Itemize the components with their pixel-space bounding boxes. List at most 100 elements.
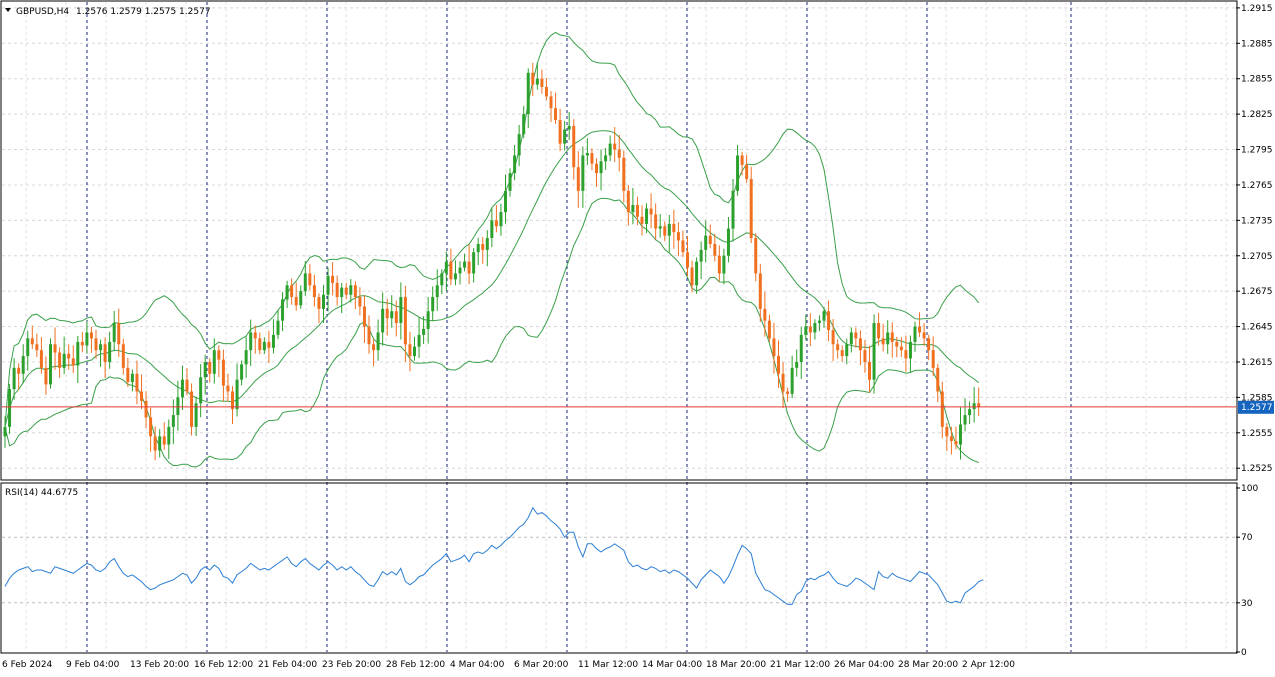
- bear-candle: [576, 167, 580, 191]
- bear-candle: [71, 358, 75, 366]
- bull-candle: [12, 367, 16, 390]
- bear-candle: [918, 326, 922, 333]
- bear-candle: [922, 332, 926, 339]
- bear-candle: [622, 157, 626, 191]
- bull-candle: [813, 323, 817, 333]
- bear-candle: [945, 426, 949, 437]
- bear-candle: [786, 391, 790, 394]
- bear-candle: [149, 417, 153, 437]
- rsi-label: RSI(14) 44.6775: [5, 488, 78, 498]
- bull-candle: [463, 261, 467, 268]
- time-tick-label: 26 Mar 04:00: [834, 660, 894, 670]
- bull-candle: [431, 297, 435, 312]
- bull-candle: [731, 190, 735, 229]
- bear-candle: [190, 391, 194, 427]
- rsi-tick-label: 30: [1241, 599, 1253, 609]
- bear-candle: [67, 353, 71, 359]
- bear-candle: [467, 261, 471, 274]
- time-tick-label: 11 Mar 12:00: [578, 660, 638, 670]
- bull-candle: [585, 153, 589, 156]
- bull-candle: [695, 261, 699, 286]
- bear-candle: [317, 297, 321, 309]
- price-tick-label: 1.2795: [1241, 146, 1273, 156]
- bull-candle: [453, 273, 457, 280]
- time-tick-label: 2 Apr 12:00: [962, 660, 1015, 670]
- bear-candle: [385, 308, 389, 319]
- bear-candle: [654, 214, 658, 229]
- rsi-tick-label: 70: [1241, 533, 1253, 543]
- bear-candle: [558, 120, 562, 144]
- bear-candle: [954, 441, 958, 445]
- bear-candle: [590, 153, 594, 164]
- bull-candle: [413, 346, 416, 357]
- bull-candle: [76, 341, 80, 366]
- bear-candle: [977, 403, 981, 407]
- price-tick-label: 1.2765: [1241, 181, 1273, 191]
- bull-candle: [968, 409, 972, 416]
- bull-candle: [240, 364, 244, 380]
- rsi-tick-label: 100: [1241, 484, 1258, 494]
- bull-candle: [299, 291, 303, 306]
- bull-candle: [349, 285, 353, 295]
- bear-candle: [827, 311, 831, 331]
- bear-candle: [44, 367, 48, 385]
- ohlc-values: 1.2576 1.2579 1.2575 1.2577: [76, 7, 211, 17]
- bull-candle: [513, 155, 517, 174]
- bear-candle: [121, 344, 125, 368]
- bear-candle: [39, 350, 43, 368]
- bear-candle: [103, 344, 107, 362]
- bear-candle: [640, 216, 644, 224]
- bull-candle: [390, 311, 394, 319]
- bear-candle: [831, 330, 835, 345]
- bull-candle: [522, 114, 526, 135]
- bear-candle: [740, 155, 744, 165]
- bull-candle: [458, 267, 462, 274]
- bull-candle: [604, 155, 608, 162]
- bear-candle: [144, 400, 148, 418]
- bear-candle: [767, 320, 771, 339]
- bear-candle: [185, 379, 189, 392]
- bear-candle: [117, 323, 121, 345]
- bear-candle: [308, 273, 312, 286]
- bear-candle: [672, 223, 676, 233]
- bull-candle: [472, 252, 476, 274]
- time-tick-label: 23 Feb 20:00: [322, 660, 381, 670]
- bull-candle: [658, 226, 662, 229]
- bear-candle: [267, 341, 271, 348]
- bull-candle: [504, 190, 507, 213]
- time-tick-label: 4 Mar 04:00: [450, 660, 505, 670]
- bull-candle: [303, 273, 307, 292]
- bull-candle: [326, 275, 330, 295]
- bear-candle: [649, 208, 653, 215]
- price-grid: [2, 2, 1236, 652]
- symbol-dropdown-icon[interactable]: [5, 8, 11, 12]
- bear-candle: [858, 338, 862, 351]
- bull-candle: [376, 332, 380, 351]
- bear-candle: [94, 338, 98, 351]
- bear-candle: [372, 344, 376, 351]
- bear-candle: [531, 72, 535, 85]
- bull-candle: [180, 379, 184, 398]
- bear-candle: [927, 338, 931, 351]
- bull-candle: [276, 320, 280, 335]
- bear-candle: [781, 373, 785, 392]
- bear-candle: [403, 297, 407, 345]
- bear-candle: [253, 332, 257, 339]
- bear-candle: [777, 356, 780, 374]
- time-tick-label: 28 Mar 20:00: [898, 660, 958, 670]
- price-panel-frame: [0, 0, 1238, 481]
- time-tick-label: 21 Mar 12:00: [770, 660, 830, 670]
- bear-candle: [808, 326, 812, 333]
- bull-candle: [886, 332, 890, 345]
- bear-candle: [936, 367, 940, 392]
- bear-candle: [676, 232, 680, 241]
- bull-candle: [526, 72, 530, 115]
- price-tick-label: 1.2705: [1241, 252, 1273, 262]
- bear-candle: [449, 261, 453, 280]
- bull-candle: [85, 332, 89, 346]
- price-tick-label: 1.2615: [1241, 358, 1273, 368]
- bull-candle: [435, 285, 439, 298]
- time-tick-label: 18 Mar 20:00: [706, 660, 766, 670]
- time-tick-label: 9 Feb 04:00: [66, 660, 120, 670]
